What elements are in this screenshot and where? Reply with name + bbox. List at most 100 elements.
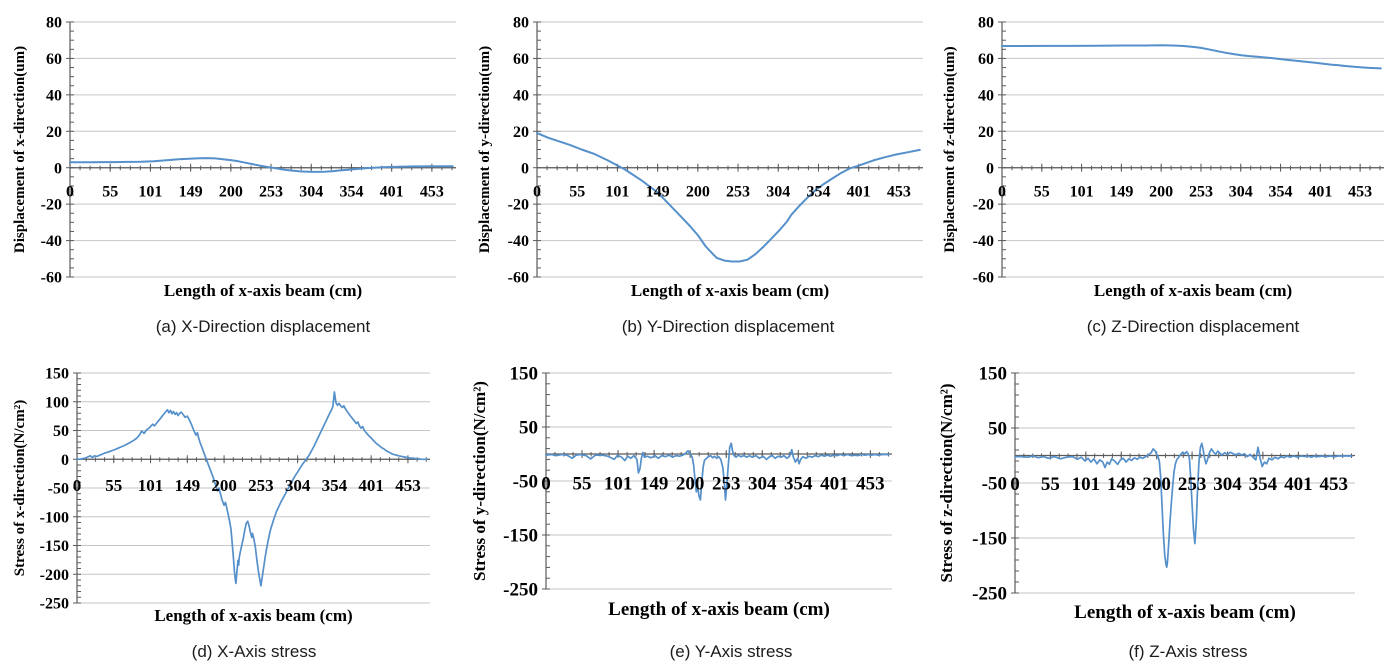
y-tick-label: -60: [41, 270, 62, 287]
x-axis-title: Length of x-axis beam (cm): [1094, 281, 1292, 300]
x-tick-label: 354: [322, 476, 348, 495]
y-tick-label: 60: [978, 51, 994, 68]
x-tick-label: 304: [748, 474, 777, 495]
y-axis-title: Displacement of z-direction(um): [942, 46, 958, 252]
y-tick-label: 50: [988, 419, 1007, 440]
y-tick-label: 150: [979, 364, 1008, 385]
x-tick-label: 200: [686, 183, 710, 200]
x-axis-title: Length of x-axis beam (cm): [154, 606, 352, 625]
x-tick-label: 253: [1178, 474, 1207, 495]
x-tick-label: 101: [605, 183, 629, 200]
x-tick-label: 200: [211, 476, 237, 495]
y-tick-label: -200: [40, 567, 69, 584]
y-tick-label: -20: [41, 197, 62, 214]
x-tick-label: 200: [676, 474, 705, 495]
x-axis-title: Length of x-axis beam (cm): [164, 281, 362, 300]
y-tick-label: 20: [978, 124, 994, 141]
data-series-line: [1001, 44, 1382, 70]
y-tick-label: -50: [48, 481, 69, 498]
x-axis-title: Length of x-axis beam (cm): [608, 599, 830, 620]
x-tick-label: 0: [998, 183, 1006, 200]
chart-canvas-y-stress: 150 50 -50 -150 -250 0 55 101 149 200 253 304 354 401…: [470, 364, 892, 620]
chart-panel-b: 80 60 40 20 0 -20 -40 -60 0 55 101 149 200 253 304 354 4…: [465, 0, 930, 348]
chart-panel-e: 150 50 -50 -150 -250 0 55 101 149 200 253 304 354 401…: [465, 352, 930, 672]
x-tick-label: 453: [395, 476, 421, 495]
y-axis-title: Displacement of x-direction(um): [12, 46, 28, 253]
x-tick-label: 0: [533, 183, 541, 200]
chart-panel-c: 80 60 40 20 0 -20 -40 -60 0 55 101 149 200 253 304 354 4…: [930, 0, 1396, 348]
y-tick-label: 80: [513, 15, 529, 32]
x-tick-label: 0: [1010, 474, 1020, 495]
x-tick-label: 55: [569, 183, 585, 200]
data-series-line: [545, 442, 890, 501]
x-tick-label: 401: [847, 183, 871, 200]
x-tick-label: 149: [175, 476, 201, 495]
y-tick-label: 20: [46, 124, 62, 141]
y-tick-label: 60: [513, 51, 529, 68]
y-tick-label: 0: [986, 160, 994, 177]
y-tick-label: -20: [508, 197, 529, 214]
y-tick-label: 40: [978, 87, 994, 104]
x-tick-label: 253: [259, 183, 283, 200]
x-tick-label: 453: [856, 474, 885, 495]
x-tick-label: 149: [640, 474, 669, 495]
x-tick-label: 354: [806, 183, 830, 200]
chart-panel-a: 80 60 40 20 0 -20 -40 -60 0 55 101 149 200 253 304 354 4…: [0, 0, 465, 348]
x-tick-label: 149: [1107, 474, 1136, 495]
y-tick-label: -150: [503, 526, 538, 547]
y-axis-title: Stress of z-direction(N/cm²): [937, 384, 956, 583]
x-tick-label: 453: [887, 183, 911, 200]
y-tick-label: 0: [61, 452, 69, 469]
y-tick-label: 40: [46, 87, 62, 104]
y-tick-label: -150: [40, 538, 69, 555]
chart-caption-e: (e) Y-Axis stress: [669, 642, 793, 661]
x-axis-title: Length of x-axis beam (cm): [631, 281, 829, 300]
y-axis-title: Stress of y-direction(N/cm²): [470, 381, 489, 581]
x-tick-label: 453: [1320, 474, 1349, 495]
x-tick-label: 200: [1142, 474, 1171, 495]
x-tick-label: 304: [1229, 183, 1253, 200]
x-tick-label: 304: [766, 183, 790, 200]
x-tick-label: 101: [1070, 183, 1094, 200]
y-tick-label: -40: [41, 233, 62, 250]
x-tick-label: 253: [726, 183, 750, 200]
x-tick-label: 354: [784, 474, 813, 495]
x-tick-label: 200: [1149, 183, 1173, 200]
y-tick-label: 100: [45, 394, 69, 411]
x-tick-label: 0: [73, 476, 82, 495]
chart-caption-c: (c) Z-Direction displacement: [1086, 317, 1300, 336]
x-tick-label: 101: [1072, 474, 1101, 495]
chart-caption-b: (b) Y-Direction displacement: [621, 317, 835, 336]
chart-panel-f: 150 50 -50 -150 -250 0 55 101 149 200 253 304 354 401…: [930, 352, 1396, 672]
y-tick-label: 20: [513, 124, 529, 141]
x-tick-label: 101: [138, 476, 164, 495]
x-tick-label: 55: [1034, 183, 1050, 200]
x-tick-label: 253: [1189, 183, 1213, 200]
y-tick-label: -100: [40, 509, 69, 526]
y-tick-label: -60: [973, 270, 994, 287]
y-tick-label: 60: [46, 51, 62, 68]
x-tick-label: 0: [541, 474, 551, 495]
y-tick-label: -20: [973, 197, 994, 214]
x-axis-title: Length of x-axis beam (cm): [1074, 602, 1296, 623]
x-tick-label: 149: [646, 183, 670, 200]
x-tick-label: 55: [1041, 474, 1060, 495]
y-tick-label: 0: [54, 160, 62, 177]
x-tick-label: 304: [1213, 474, 1242, 495]
chart-caption-a: (a) X-Direction displacement: [155, 317, 371, 336]
y-tick-label: 80: [46, 15, 62, 32]
y-tick-label: -50: [513, 472, 538, 493]
x-tick-label: 253: [248, 476, 274, 495]
x-tick-label: 401: [820, 474, 849, 495]
x-tick-label: 101: [138, 183, 162, 200]
y-tick-label: -60: [508, 270, 529, 287]
x-tick-label: 149: [1109, 183, 1133, 200]
x-tick-label: 401: [1284, 474, 1313, 495]
y-tick-label: 0: [521, 160, 529, 177]
x-tick-label: 200: [219, 183, 243, 200]
y-tick-label: 50: [519, 418, 538, 439]
x-tick-label: 304: [285, 476, 311, 495]
